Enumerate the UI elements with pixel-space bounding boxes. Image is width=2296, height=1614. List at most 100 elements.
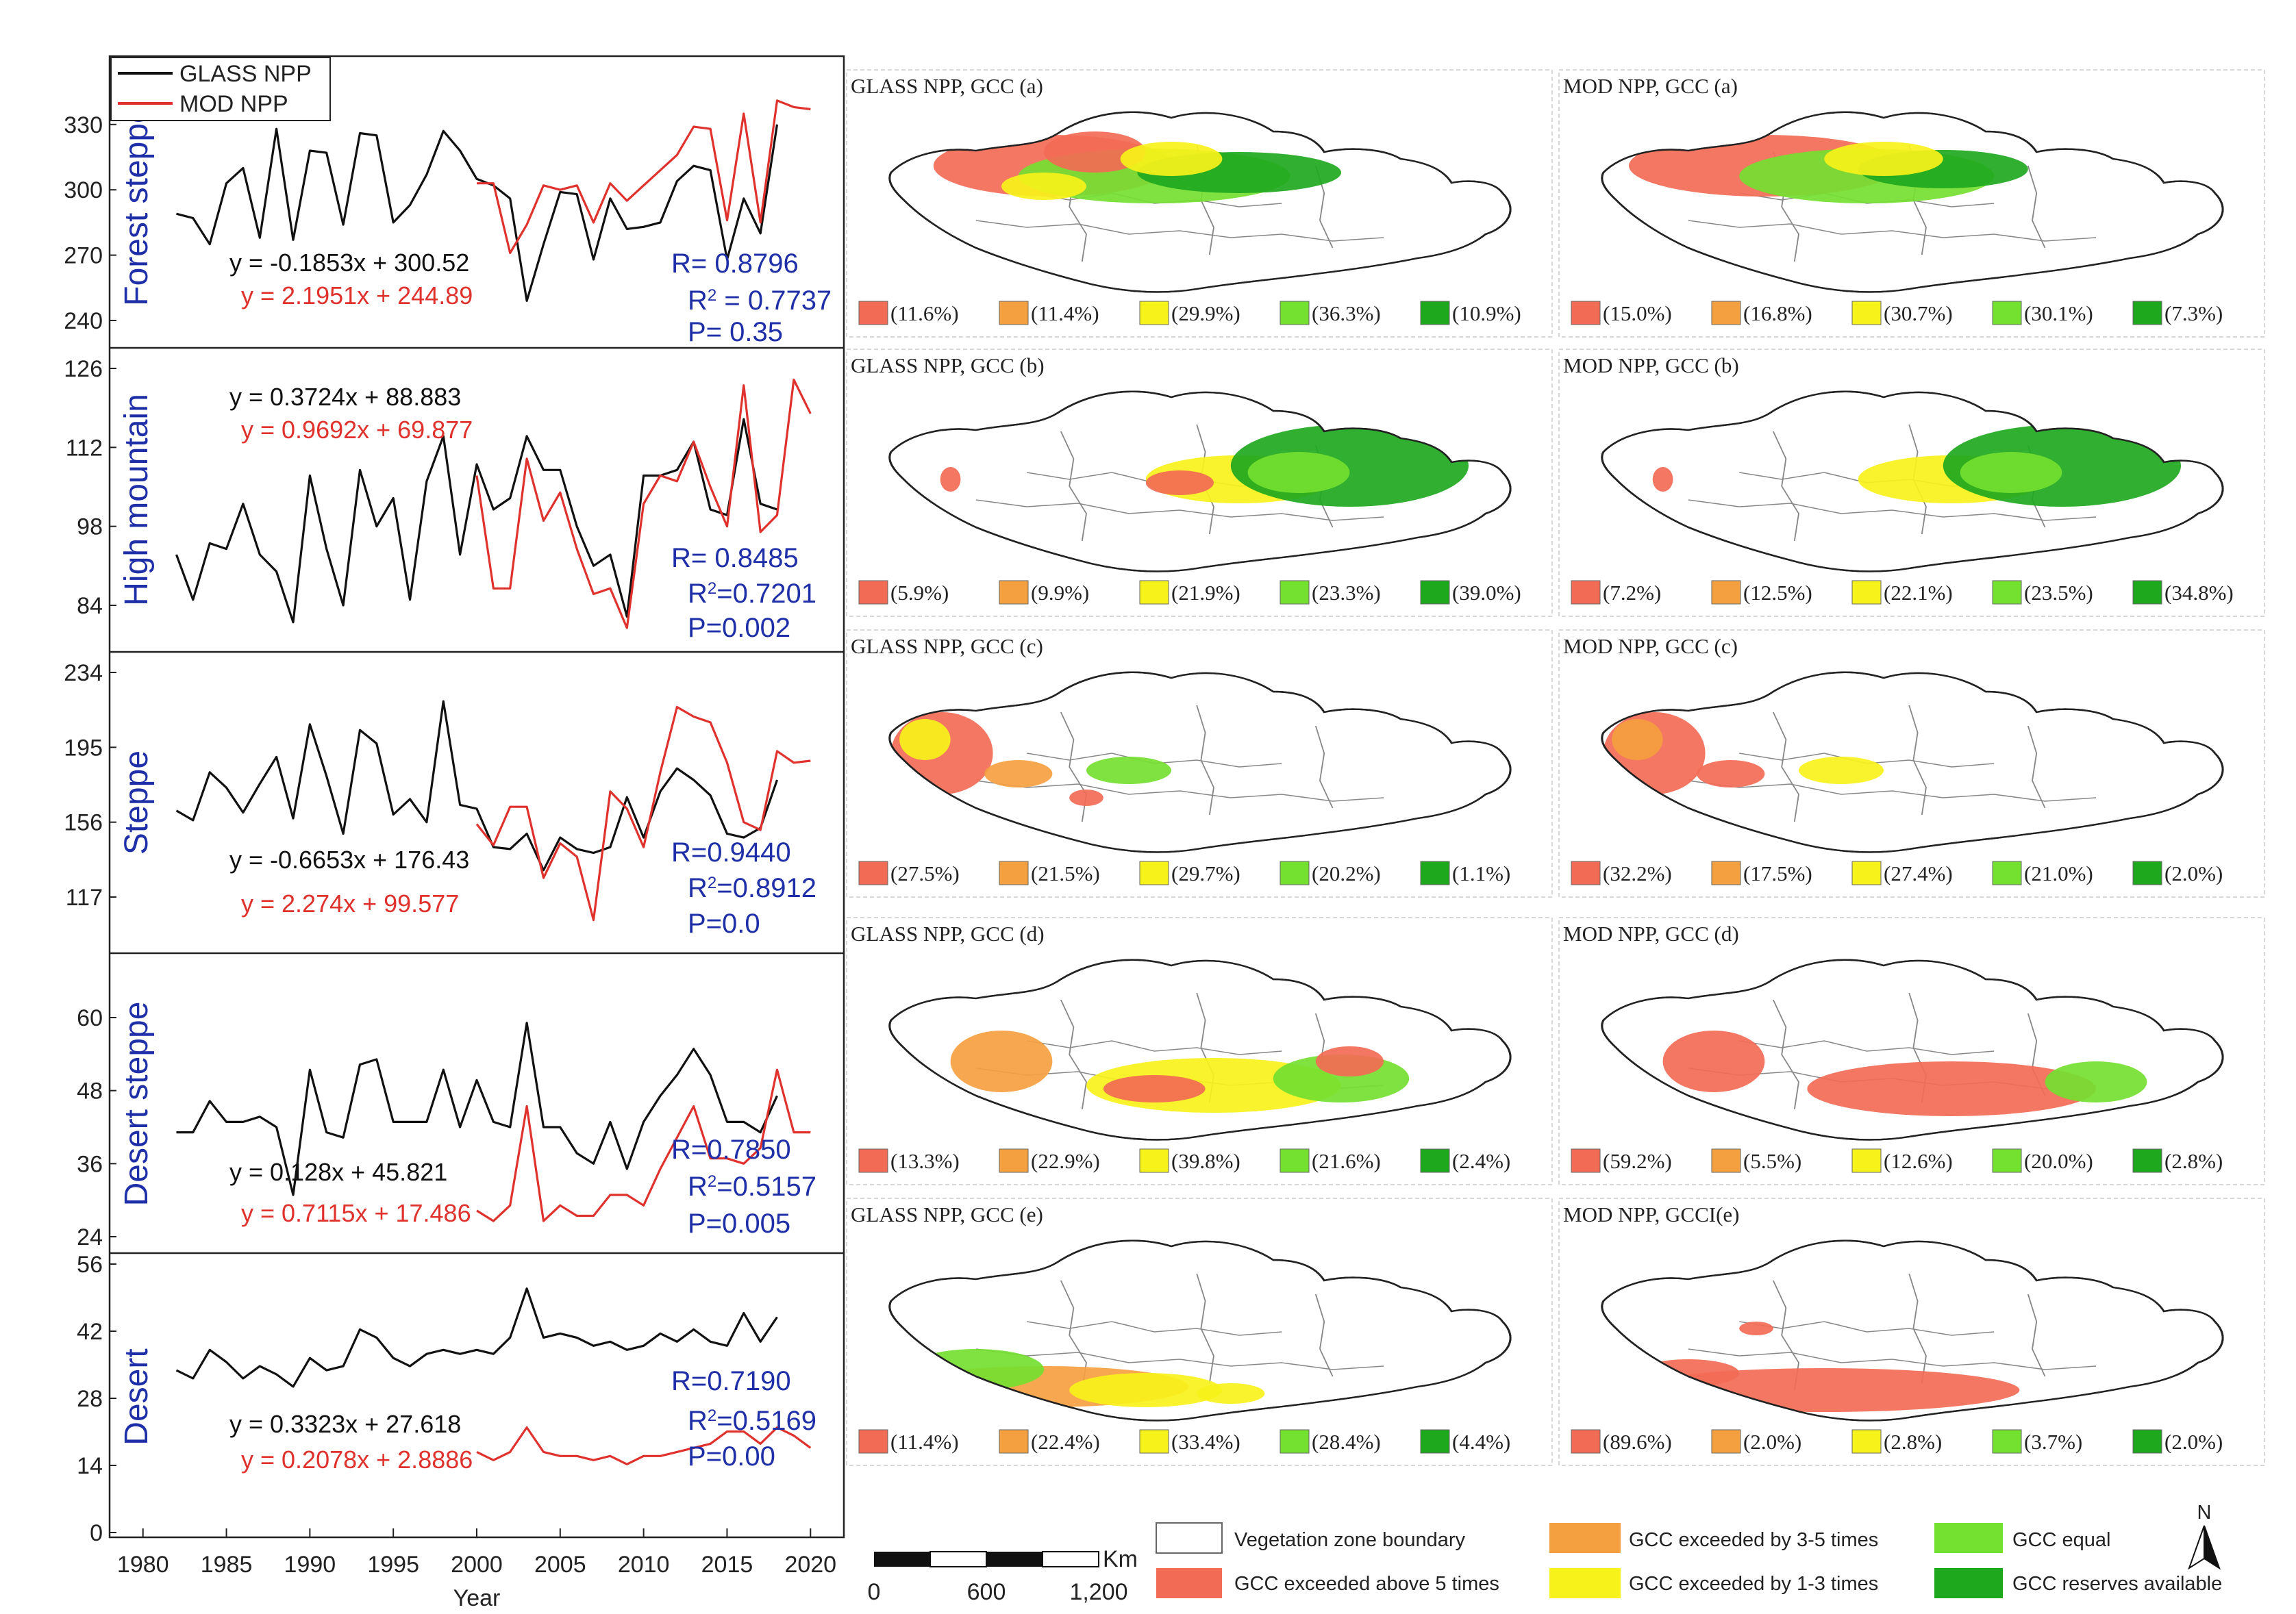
pct-swatch bbox=[1420, 1148, 1450, 1173]
pct-swatch bbox=[1992, 1429, 2022, 1454]
gcc-region bbox=[1044, 131, 1146, 173]
pct-label: (27.4%) bbox=[1884, 861, 1953, 885]
legend-35-swatch bbox=[1549, 1523, 1621, 1553]
y-tick-label: 126 bbox=[64, 356, 103, 382]
pct-label: (5.5%) bbox=[1743, 1149, 1801, 1173]
x-tick-label: 2010 bbox=[618, 1552, 670, 1578]
pct-swatch bbox=[2132, 1148, 2162, 1173]
pct-label: (3.7%) bbox=[2024, 1430, 2082, 1454]
pct-label: (23.3%) bbox=[1312, 581, 1381, 605]
pct-swatch bbox=[1139, 1148, 1169, 1173]
pct-swatch bbox=[1571, 1429, 1601, 1454]
y-tick-label: 195 bbox=[64, 735, 103, 761]
pct-swatch bbox=[1420, 580, 1450, 605]
x-tick-label: 2000 bbox=[451, 1552, 503, 1578]
pct-swatch bbox=[1139, 301, 1169, 325]
gcc-region bbox=[1697, 760, 1765, 787]
gcc-region bbox=[1197, 1383, 1265, 1404]
y-tick-label: 48 bbox=[77, 1079, 103, 1105]
gcc-region bbox=[1315, 1046, 1384, 1076]
pct-swatch bbox=[1992, 1148, 2022, 1173]
pct-swatch bbox=[1992, 580, 2022, 605]
gcc-region bbox=[1103, 1075, 1206, 1102]
pct-label: (2.0%) bbox=[1743, 1430, 1801, 1454]
gcc-region bbox=[950, 1031, 1053, 1092]
pct-swatch bbox=[1571, 861, 1601, 885]
pct-swatch bbox=[2132, 1429, 2162, 1454]
pct-label: (5.9%) bbox=[890, 581, 949, 605]
pct-swatch bbox=[858, 1148, 888, 1173]
pct-swatch bbox=[1420, 861, 1450, 885]
gcc-region bbox=[984, 760, 1053, 787]
map-panel: GLASS NPP, GCC (e) (11.4%) (22.4%) (33.4%) (… bbox=[846, 1198, 1553, 1466]
pct-label: (1.1%) bbox=[1452, 861, 1510, 885]
y-tick-label: 28 bbox=[77, 1386, 103, 1412]
series-glass-line bbox=[175, 1287, 778, 1388]
pct-swatch bbox=[2132, 301, 2162, 325]
mongolia-map bbox=[888, 111, 1512, 293]
equation-glass: y = 0.3724x + 88.883 bbox=[229, 383, 461, 411]
pct-swatch bbox=[999, 301, 1029, 325]
series-glass-line bbox=[176, 1021, 778, 1196]
chart-panel: 126 112 98 84 High mountain y = 0.3724x + 88.… bbox=[64, 346, 844, 643]
y-tick-label: 24 bbox=[77, 1224, 103, 1250]
map-panel: MOD NPP, GCC (c) (32.2%) (17.5%) (27.4%) (21… bbox=[1558, 629, 2265, 898]
y-tick-label: 60 bbox=[77, 1005, 103, 1031]
x-tick-label: 1995 bbox=[367, 1552, 419, 1578]
pct-label: (22.9%) bbox=[1031, 1149, 1100, 1173]
y-tick-label: 156 bbox=[64, 810, 103, 836]
x-tick-label: 1985 bbox=[201, 1552, 253, 1578]
pct-label: (23.5%) bbox=[2024, 581, 2093, 605]
equation-glass: y = 0.3323x + 27.618 bbox=[229, 1410, 461, 1438]
y-tick-label: 84 bbox=[77, 593, 103, 619]
y-tick-label: 98 bbox=[77, 514, 103, 540]
pct-label: (30.1%) bbox=[2024, 301, 2093, 325]
pct-swatch bbox=[2132, 580, 2162, 605]
gcc-region bbox=[1612, 719, 1663, 760]
equation-mod: y = 0.7115x + 17.486 bbox=[241, 1199, 471, 1227]
gcc-region bbox=[1807, 1061, 2096, 1116]
gcc-region bbox=[1069, 1373, 1223, 1407]
series-glass-line bbox=[175, 700, 779, 872]
gcc-region bbox=[1662, 1031, 1765, 1092]
map-title: MOD NPP, GCCI(e) bbox=[1563, 1202, 1740, 1226]
legend-reserves-swatch bbox=[1934, 1568, 2003, 1598]
pct-label: (21.6%) bbox=[1312, 1149, 1381, 1173]
x-axis: 1980 1985 1990 1995 2000 2005 2010 2015 2020 bbox=[117, 1528, 836, 1578]
y-tick-label: 240 bbox=[64, 308, 103, 334]
map-title: GLASS NPP, GCC (c) bbox=[851, 634, 1043, 658]
pct-swatch bbox=[999, 580, 1029, 605]
pct-label: (32.2%) bbox=[1603, 861, 1672, 885]
y-tick-label: 117 bbox=[66, 885, 103, 911]
r2-value: R2 = 0.7737 bbox=[688, 286, 832, 316]
y-tick-label: 234 bbox=[64, 660, 103, 686]
zone-label: Steppe bbox=[118, 751, 155, 855]
pct-swatch bbox=[1139, 861, 1169, 885]
equation-mod: y = 0.9692x + 69.877 bbox=[241, 416, 473, 444]
scale-label-1200: 1,200 bbox=[1069, 1579, 1127, 1605]
r-value: R= 0.8485 bbox=[671, 543, 799, 573]
pct-label: (11.4%) bbox=[1031, 301, 1099, 325]
pct-swatch bbox=[858, 580, 888, 605]
x-tick-label: 2020 bbox=[784, 1552, 836, 1578]
pct-label: (10.9%) bbox=[1452, 301, 1521, 325]
pct-label: (59.2%) bbox=[1603, 1149, 1672, 1173]
pct-label: (22.4%) bbox=[1031, 1430, 1100, 1454]
x-tick-label: 2005 bbox=[534, 1552, 586, 1578]
pct-swatch bbox=[999, 861, 1029, 885]
pct-swatch bbox=[1851, 861, 1882, 885]
pct-swatch bbox=[1571, 301, 1601, 325]
series-mod-line bbox=[477, 99, 811, 254]
r-value: R= 0.8796 bbox=[671, 249, 799, 279]
equation-mod: y = 0.2078x + 2.8886 bbox=[241, 1446, 473, 1474]
pct-label: (2.8%) bbox=[2164, 1149, 2223, 1173]
map-title: MOD NPP, GCC (c) bbox=[1563, 634, 1738, 658]
map-title: GLASS NPP, GCC (d) bbox=[851, 922, 1045, 946]
y-tick-label: 112 bbox=[66, 435, 103, 461]
gcc-region bbox=[1799, 757, 1884, 784]
pct-label: (28.4%) bbox=[1312, 1430, 1381, 1454]
scale-label-0: 0 bbox=[868, 1579, 881, 1605]
pct-label: (16.8%) bbox=[1743, 301, 1812, 325]
pct-label: (2.0%) bbox=[2164, 861, 2223, 885]
map-title: MOD NPP, GCC (d) bbox=[1563, 922, 1739, 946]
